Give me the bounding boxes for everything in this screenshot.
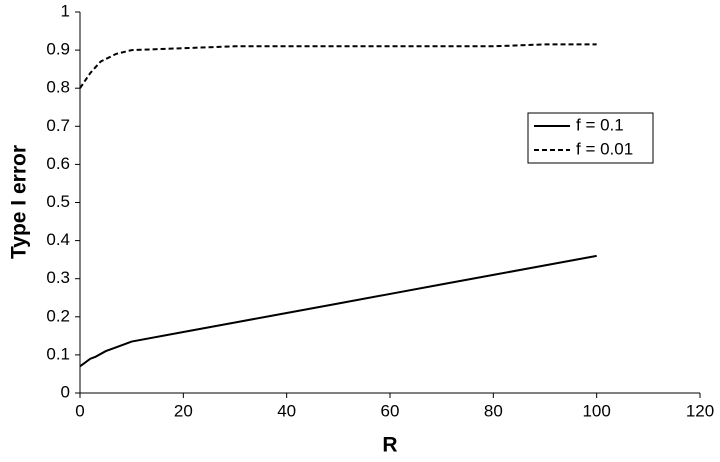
y-tick-label: 0.2 (46, 306, 70, 325)
series-line (79, 43, 597, 89)
legend-box (527, 112, 654, 164)
y-tick-label: 0.5 (46, 192, 70, 211)
legend-label: f = 0.01 (576, 139, 633, 158)
x-tick-label: 120 (686, 401, 714, 420)
y-tick-label: 0.1 (46, 344, 70, 363)
y-tick-label: 0.4 (46, 230, 70, 249)
x-tick-label: 60 (381, 401, 400, 420)
series-line (79, 254, 597, 368)
x-axis-title: R (382, 434, 397, 457)
y-tick-label: 0.8 (46, 78, 70, 97)
legend-label: f = 0.1 (576, 115, 624, 134)
y-tick-label: 0.9 (46, 40, 70, 59)
y-tick-label: 0 (61, 382, 70, 401)
y-tick-label: 0.6 (46, 154, 70, 173)
x-tick-label: 80 (484, 401, 503, 420)
x-tick-label: 0 (75, 401, 84, 420)
y-tick-label: 0.3 (46, 268, 70, 287)
x-tick-label: 20 (174, 401, 193, 420)
y-axis-title: Type I error (8, 145, 31, 259)
x-tick-label: 40 (277, 401, 296, 420)
y-tick-label: 0.7 (46, 116, 70, 135)
x-tick-label: 100 (582, 401, 610, 420)
y-tick-label: 1 (61, 1, 70, 20)
